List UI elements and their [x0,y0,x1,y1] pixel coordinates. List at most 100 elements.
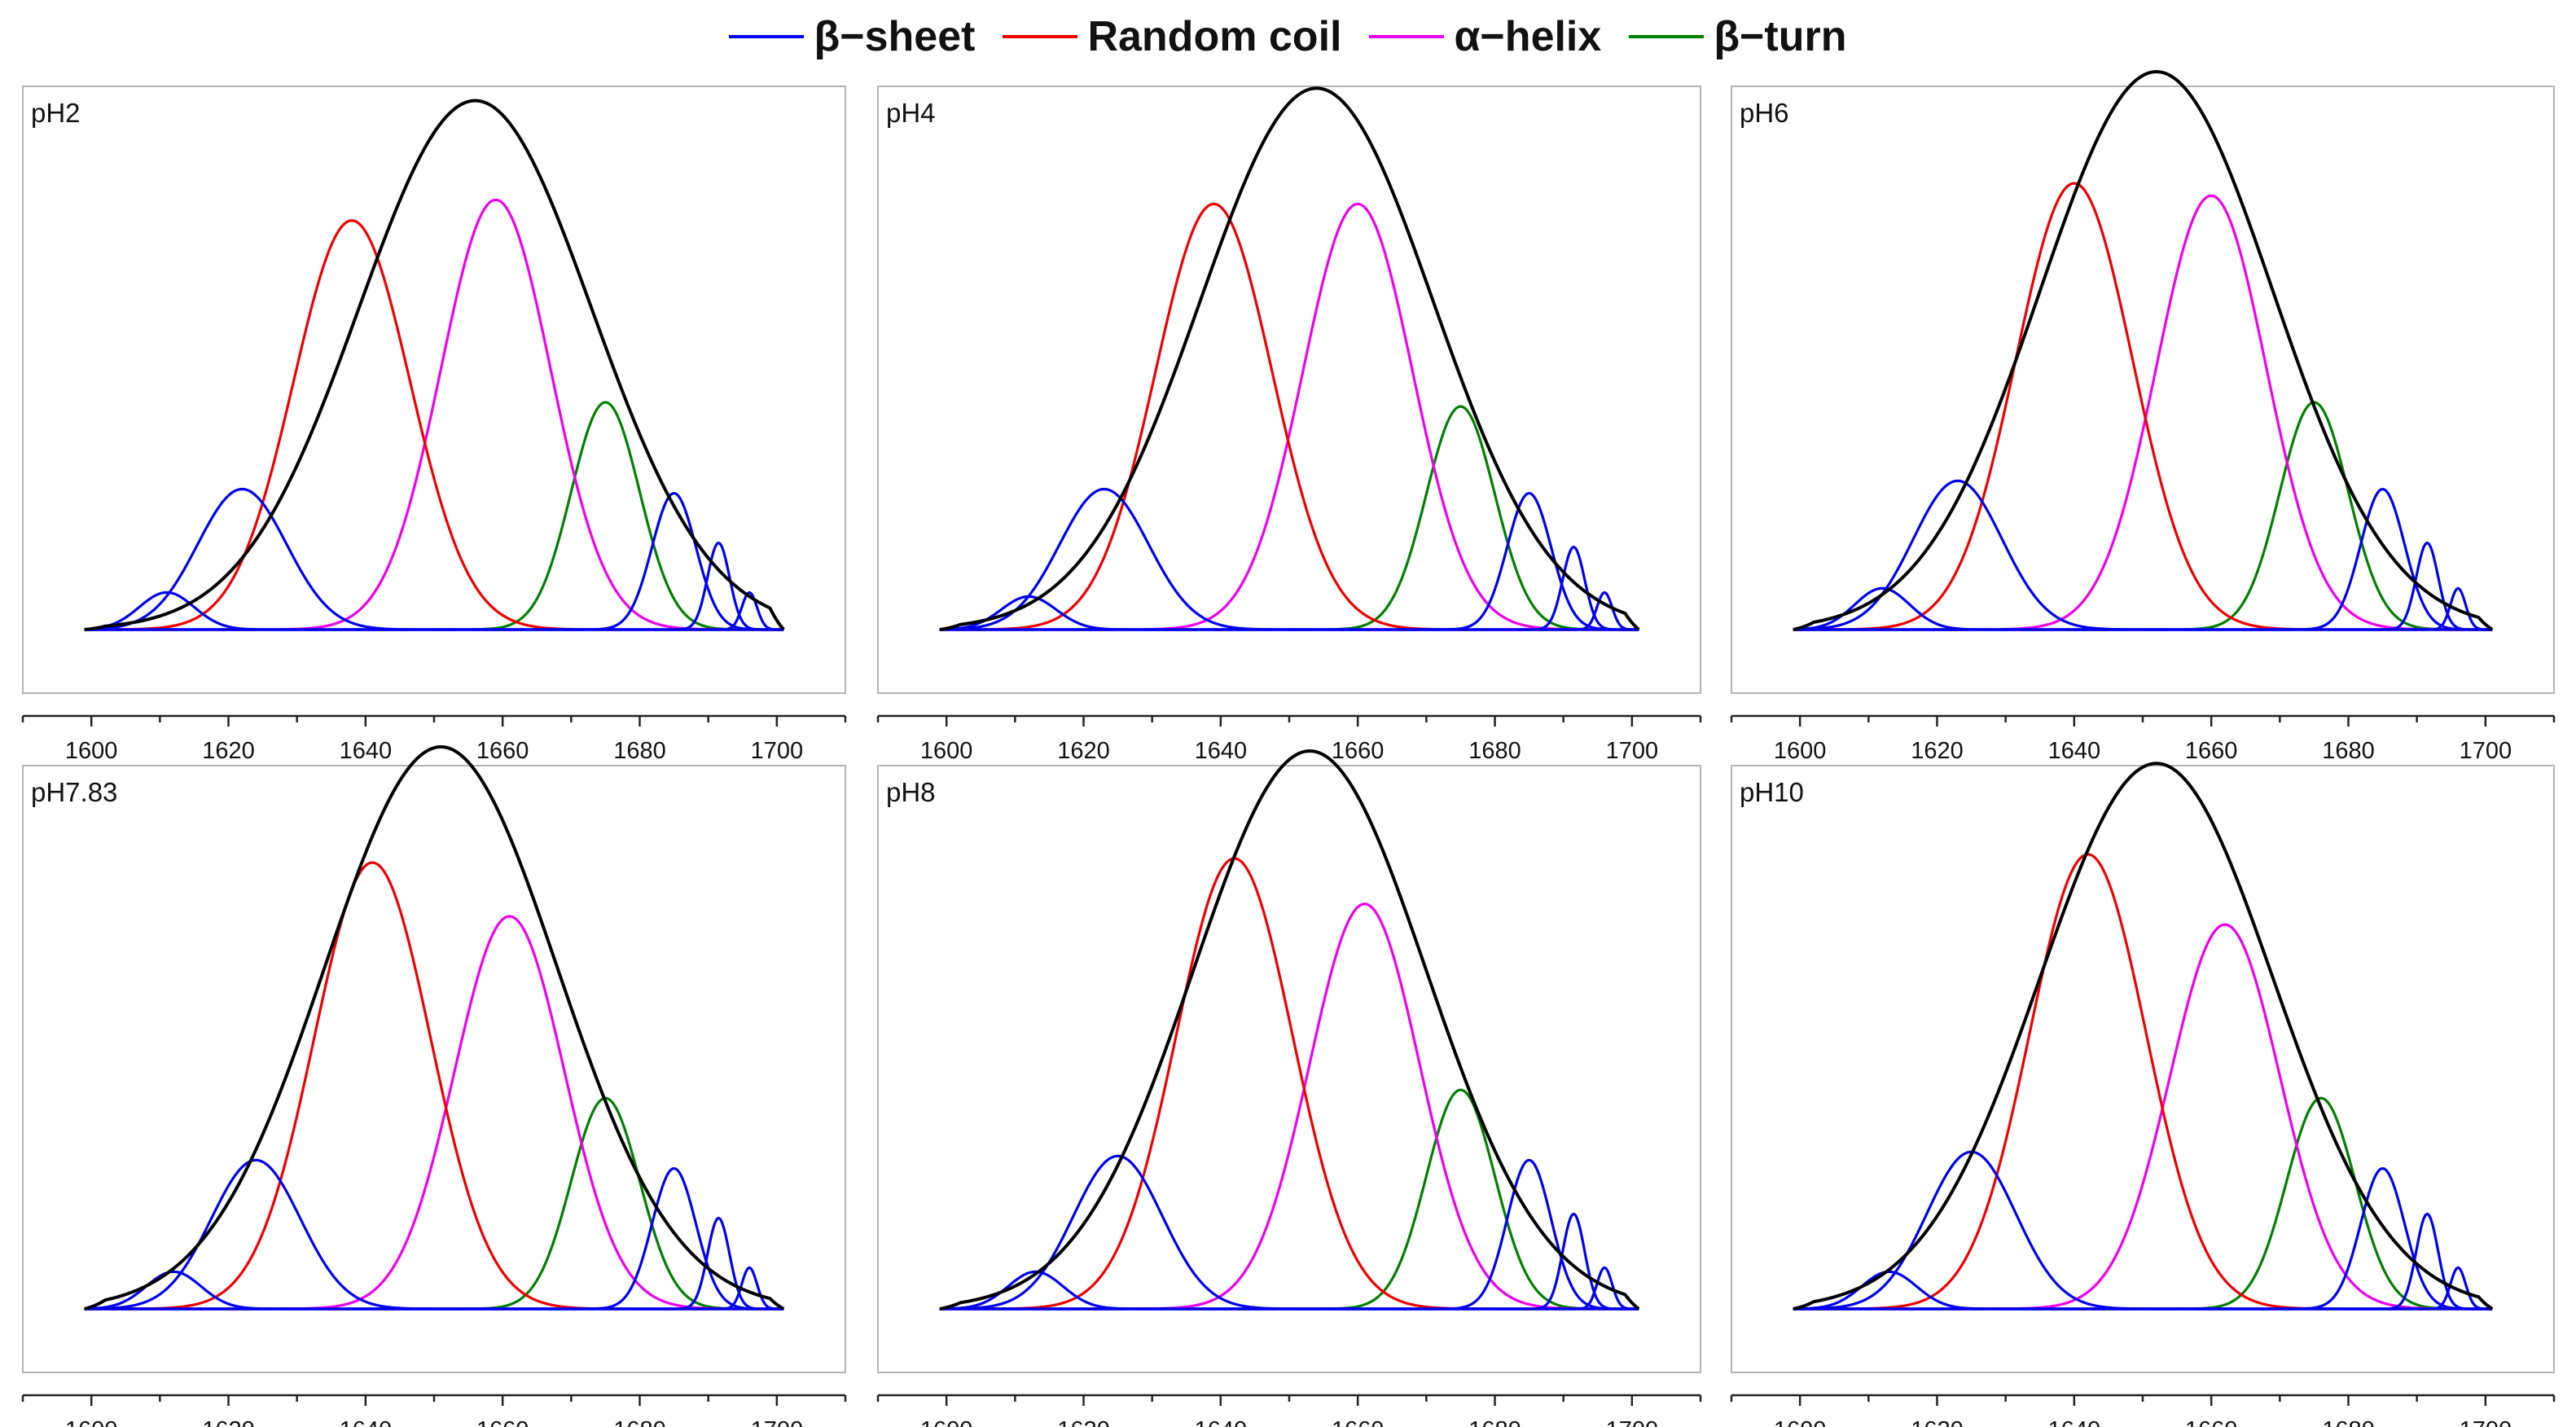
x-tick-label-1700: 1700 [751,738,804,764]
legend-swatch-beta-sheet [729,35,805,38]
chart-legend: β−sheet Random coil α−helix β−turn [0,0,2576,73]
curve--sheet-4 [84,1216,784,1311]
x-tick-label-1660: 1660 [476,738,529,764]
curve--sheet-5 [939,1266,1639,1311]
panel-title-ph6: pH6 [1740,98,1789,128]
legend-label-random-coil: Random coil [1087,13,1342,60]
legend-item-beta-turn: β−turn [1629,12,1847,61]
x-tick-label-1660: 1660 [2185,1417,2238,1427]
x-tick-label-1620: 1620 [1911,1417,1964,1427]
legend-swatch-beta-turn [1629,35,1705,38]
curve-random-coil [84,219,784,631]
x-tick-label-1640: 1640 [340,1417,393,1427]
curve--helix [84,198,784,631]
x-tick-label-1620: 1620 [1911,738,1964,764]
panel-title-ph4: pH4 [886,98,936,128]
curve-random-coil [939,857,1639,1311]
x-tick-label-1700: 1700 [2460,738,2512,764]
x-tick-label-1700: 1700 [1606,738,1659,764]
curve-random-coil [1793,182,2493,631]
x-tick-label-1600: 1600 [920,1417,973,1427]
x-tick-label-1660: 1660 [476,1417,529,1427]
curve--sheet-4 [939,1212,1639,1311]
x-tick-label-1600: 1600 [65,1417,118,1427]
x-tick-label-1640: 1640 [340,738,393,764]
x-tick-label-1680: 1680 [2322,1417,2375,1427]
curve--sheet-5 [1793,1266,2493,1311]
curve--helix [84,915,784,1311]
chart-panel-ph4: pH4 1600 1620 1640 1660 1680 1700 [876,86,1702,764]
chart-panel-ph8: pH8 1600 1620 1640 1660 1680 1700 [876,749,1702,1427]
curve-random-coil [84,861,784,1311]
curve--sheet-4 [84,541,784,631]
x-tick-label-1680: 1680 [613,1417,666,1427]
curve--sheet-1 [1793,586,2493,631]
curve--helix [939,202,1639,631]
curve--sheet-4 [1793,541,2493,631]
x-tick-label-1620: 1620 [1057,1417,1110,1427]
x-tick-label-1600: 1600 [1774,738,1827,764]
curve-envelope [939,86,1640,631]
chart-panel-ph10: pH10 1600 1620 1640 1660 1680 1700 [1730,762,2556,1427]
curve--turn [939,1088,1639,1311]
curve--helix [1793,194,2493,631]
curve-envelope [939,749,1640,1311]
x-tick-label-1660: 1660 [1332,738,1385,764]
x-tick-label-1640: 1640 [1195,1417,1248,1427]
x-tick-label-1660: 1660 [2185,738,2238,764]
plot-frame [877,86,1701,694]
legend-item-alpha-helix: α−helix [1369,12,1601,61]
plot-frame [22,765,846,1373]
x-tick-label-1600: 1600 [920,738,973,764]
x-tick-label-1680: 1680 [1468,1417,1521,1427]
x-tick-label-1620: 1620 [1057,738,1110,764]
plot-frame [877,765,1701,1373]
curve--sheet-1 [939,1270,1639,1311]
curve-envelope [84,744,785,1311]
curve--sheet-5 [1793,586,2493,631]
legend-item-beta-sheet: β−sheet [729,12,975,61]
curve--helix [939,902,1639,1311]
curve--sheet-1 [84,1270,784,1311]
curve-envelope [84,99,785,631]
panel-title-ph8: pH8 [886,777,936,807]
legend-item-random-coil: Random coil [1003,12,1341,61]
plot-frame [1731,86,2555,694]
x-tick-label-1600: 1600 [65,738,118,764]
legend-label-alpha-helix: α−helix [1454,13,1602,60]
legend-swatch-random-coil [1003,35,1078,38]
x-tick-label-1660: 1660 [1332,1417,1385,1427]
curve-envelope [1793,70,2494,631]
x-tick-label-1640: 1640 [2048,738,2101,764]
legend-label-beta-sheet: β−sheet [814,13,976,60]
curve--helix [1793,923,2493,1311]
x-tick-label-1680: 1680 [1468,738,1521,764]
x-tick-label-1620: 1620 [202,738,255,764]
x-tick-label-1700: 1700 [2460,1417,2512,1427]
curve--sheet-5 [84,591,784,631]
curve--turn [1793,1096,2493,1311]
x-tick-label-1680: 1680 [613,738,666,764]
legend-swatch-alpha-helix [1369,35,1445,38]
x-tick-label-1680: 1680 [2322,738,2375,764]
chart-panel-ph6: pH6 1600 1620 1640 1660 1680 1700 [1730,70,2556,764]
panel-title-ph7-83: pH7.83 [31,777,117,807]
x-tick-label-1640: 1640 [2048,1417,2101,1427]
plot-frame [22,86,846,694]
chart-panel-ph2: pH2 1600 1620 1640 1660 1680 1700 [21,86,847,764]
curve-random-coil [939,202,1639,631]
x-tick-label-1620: 1620 [202,1417,255,1427]
legend-label-beta-turn: β−turn [1714,13,1847,60]
panel-title-ph2: pH2 [31,98,81,128]
curve--sheet-3 [1793,1166,2493,1311]
curve--sheet-1 [84,591,784,631]
curve--sheet-5 [939,591,1639,631]
plot-frame [1731,765,2555,1373]
curve-random-coil [1793,853,2493,1311]
x-tick-label-1700: 1700 [751,1417,804,1427]
panel-title-ph10: pH10 [1740,777,1804,807]
x-tick-label-1640: 1640 [1195,738,1248,764]
chart-panel-ph7-83: pH7.83 1600 1620 1640 1660 1680 1700 [21,744,847,1427]
curve--sheet-4 [939,545,1639,631]
